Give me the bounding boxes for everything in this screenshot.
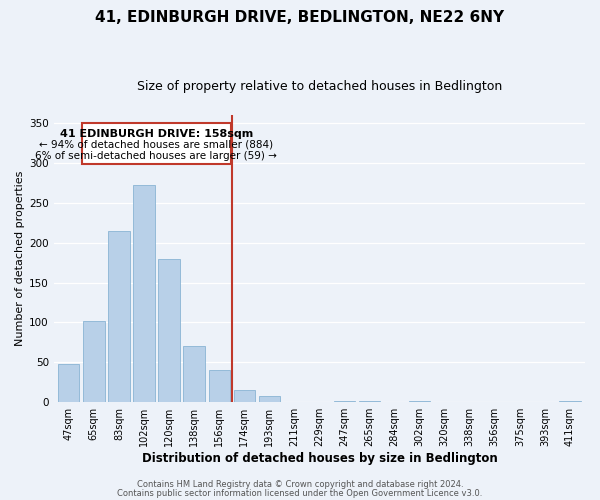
Bar <box>184 346 205 402</box>
Bar <box>334 400 355 402</box>
Bar <box>233 390 255 402</box>
Bar <box>259 396 280 402</box>
Text: 41 EDINBURGH DRIVE: 158sqm: 41 EDINBURGH DRIVE: 158sqm <box>59 128 253 138</box>
Bar <box>83 321 104 402</box>
Bar <box>158 258 179 402</box>
Bar <box>209 370 230 402</box>
Bar <box>559 400 581 402</box>
FancyBboxPatch shape <box>82 123 230 164</box>
Text: ← 94% of detached houses are smaller (884): ← 94% of detached houses are smaller (88… <box>39 140 273 149</box>
Text: Contains HM Land Registry data © Crown copyright and database right 2024.: Contains HM Land Registry data © Crown c… <box>137 480 463 489</box>
Y-axis label: Number of detached properties: Number of detached properties <box>15 171 25 346</box>
Text: 41, EDINBURGH DRIVE, BEDLINGTON, NE22 6NY: 41, EDINBURGH DRIVE, BEDLINGTON, NE22 6N… <box>95 10 505 25</box>
X-axis label: Distribution of detached houses by size in Bedlington: Distribution of detached houses by size … <box>142 452 497 465</box>
Text: Contains public sector information licensed under the Open Government Licence v3: Contains public sector information licen… <box>118 488 482 498</box>
Bar <box>58 364 79 402</box>
Title: Size of property relative to detached houses in Bedlington: Size of property relative to detached ho… <box>137 80 502 93</box>
Bar <box>133 185 155 402</box>
Bar <box>108 230 130 402</box>
Text: 6% of semi-detached houses are larger (59) →: 6% of semi-detached houses are larger (5… <box>35 151 277 161</box>
